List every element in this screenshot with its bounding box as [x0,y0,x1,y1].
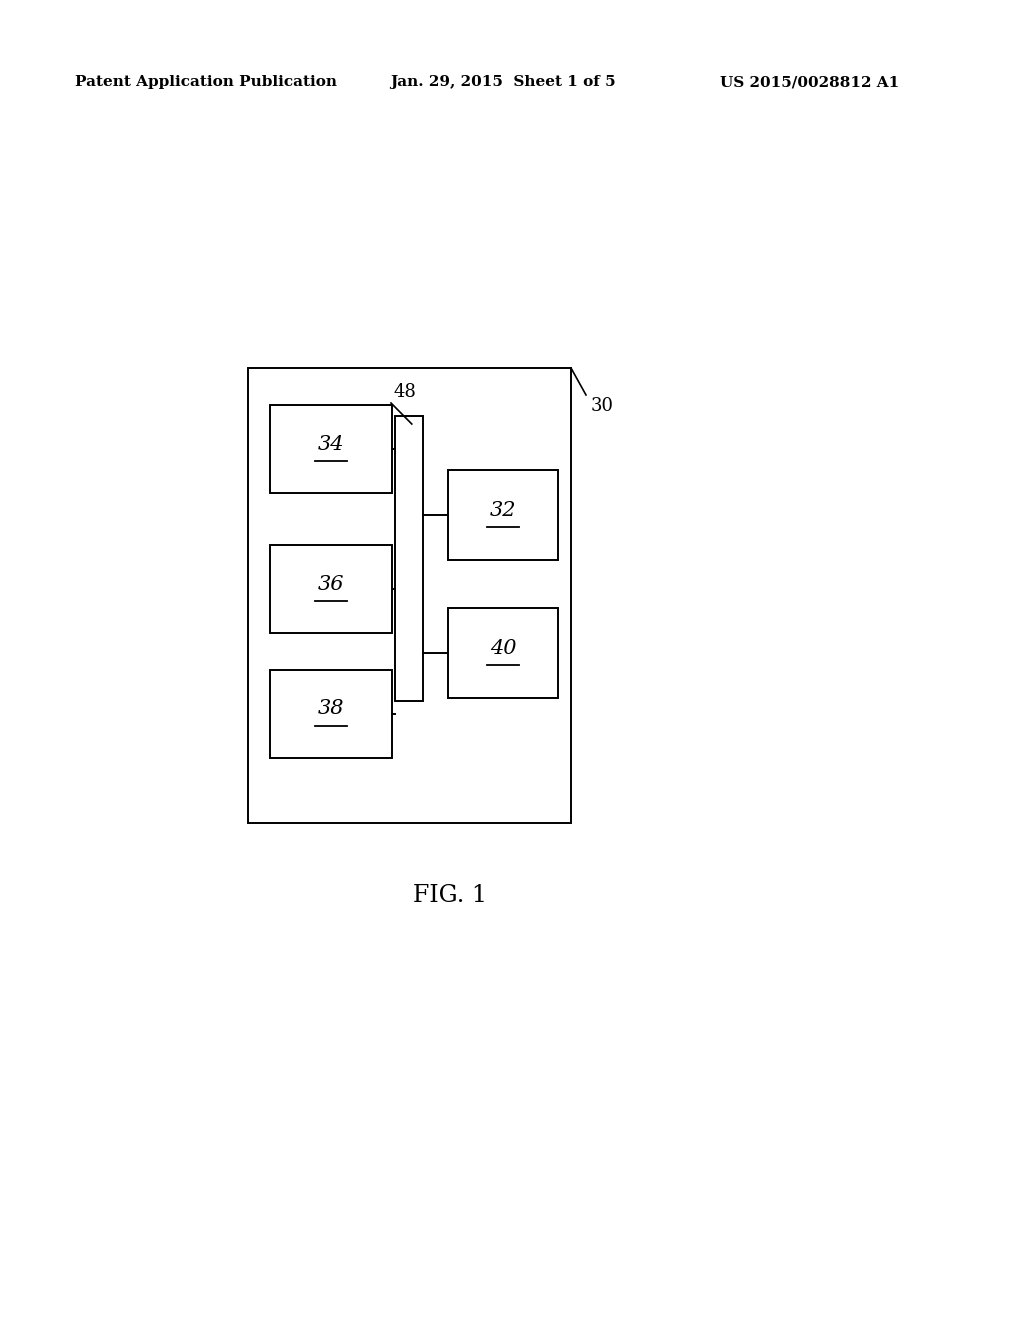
Bar [270,671,392,758]
Text: 34: 34 [317,434,344,454]
Bar [395,416,423,701]
Text: 32: 32 [489,500,516,520]
Bar [270,405,392,492]
Text: 36: 36 [317,574,344,594]
Text: US 2015/0028812 A1: US 2015/0028812 A1 [720,75,899,88]
Text: Jan. 29, 2015  Sheet 1 of 5: Jan. 29, 2015 Sheet 1 of 5 [390,75,615,88]
Text: FIG. 1: FIG. 1 [413,883,487,907]
Text: 30: 30 [591,397,614,414]
Text: 40: 40 [489,639,516,657]
Bar [449,609,558,698]
Text: 48: 48 [393,383,416,401]
Text: 38: 38 [317,700,344,718]
Bar [449,470,558,560]
Bar [270,545,392,634]
Bar [248,368,571,822]
Text: Patent Application Publication: Patent Application Publication [75,75,337,88]
